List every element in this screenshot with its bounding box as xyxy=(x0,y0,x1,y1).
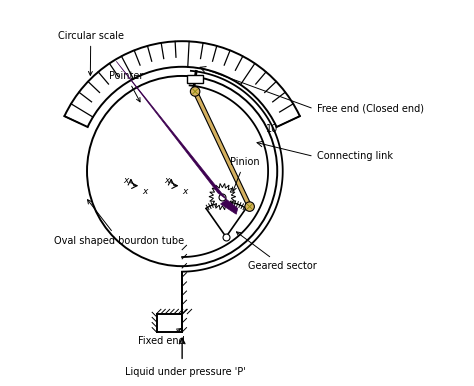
Text: Free end (Closed end): Free end (Closed end) xyxy=(318,104,425,114)
Text: x: x xyxy=(182,187,188,196)
Circle shape xyxy=(245,202,255,212)
Text: x: x xyxy=(142,187,147,196)
Text: Liquid under pressure 'P': Liquid under pressure 'P' xyxy=(126,367,246,377)
Text: 10: 10 xyxy=(266,124,278,134)
Polygon shape xyxy=(209,183,236,210)
Text: Circular scale: Circular scale xyxy=(58,31,124,75)
Text: Fixed end: Fixed end xyxy=(138,328,185,346)
Polygon shape xyxy=(116,61,227,200)
Circle shape xyxy=(191,87,200,96)
Text: Pinion: Pinion xyxy=(230,157,259,191)
Text: Pointer: Pointer xyxy=(109,71,143,102)
Text: x: x xyxy=(164,176,169,185)
Text: Connecting link: Connecting link xyxy=(318,151,393,161)
Bar xyxy=(187,74,203,83)
Polygon shape xyxy=(193,91,252,208)
Text: Oval shaped bourdon tube: Oval shaped bourdon tube xyxy=(54,200,184,245)
Text: Geared sector: Geared sector xyxy=(237,232,317,271)
Polygon shape xyxy=(220,200,238,214)
Text: x: x xyxy=(124,176,129,185)
